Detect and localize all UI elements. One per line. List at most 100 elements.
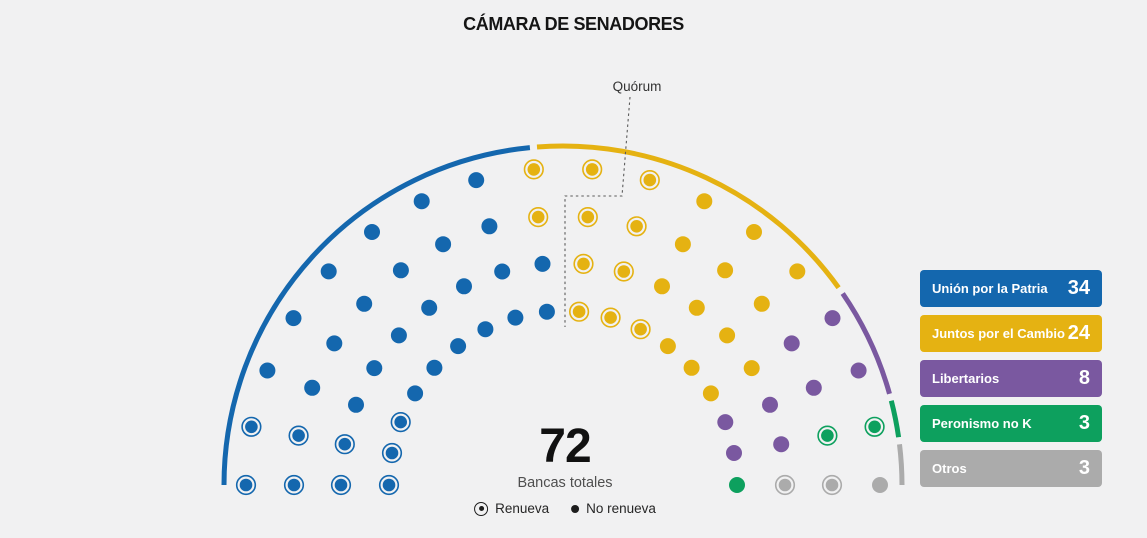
seat-dot-renueva [527,163,541,176]
party-legend-item-union-por-la-patria: Unión por la Patria 34 [920,270,1102,307]
party-legend-item-libertarios: Libertarios 8 [920,360,1102,397]
seat-dot [824,310,841,327]
seat-dot [696,193,713,210]
seat-dot-renueva [577,257,590,271]
seat-dot-renueva [572,305,586,319]
seat-dot-renueva [245,420,258,434]
seat-dot [534,255,551,272]
seat-dot [753,295,770,312]
seat-dot-renueva [643,173,657,187]
seat-dot [494,263,511,280]
total-seats-label: Bancas totales [517,475,613,491]
seat-ring [378,474,400,496]
seat-dot [304,379,321,396]
seat-dot [450,338,467,355]
seat-dot-renueva [338,437,352,451]
seat-dot [719,327,736,344]
seat-dot [683,359,700,376]
ringed-dot-center [478,506,484,511]
party-seat-count: 3 [1078,412,1090,434]
seat-ring [523,159,544,180]
seat-dot [390,327,407,344]
seat-dot [746,224,762,240]
seat-dot [421,299,438,316]
total-seats-value: 72 [539,420,591,473]
seat-dot [872,477,888,493]
seat-dot [789,263,806,280]
seat-dot-renueva [581,210,595,224]
party-arc [840,292,892,395]
renewal-legend: Renueva No renueva [474,501,656,516]
seat-ring [390,412,411,433]
seat-dot [364,224,380,240]
seat-ring [817,425,838,446]
seat-dot [285,310,302,327]
quorum-line [564,96,631,327]
seat-dot [850,362,867,379]
seat-dot [659,338,676,355]
seat-dot-renueva [531,210,545,224]
seat-dot-renueva [334,478,348,492]
seat-dot [259,362,276,379]
seat-ring [568,301,590,322]
seat-dot [435,236,452,253]
seat-dot [726,445,742,461]
party-legend-item-peronismo-no-k: Peronismo no K 3 [920,405,1102,442]
seat-dot [392,262,409,279]
seat-dot [783,335,800,352]
quorum-label: Quórum [612,79,662,94]
ringed-dot-icon [474,501,489,516]
party-arcs [221,143,905,486]
seat-dot [773,436,790,453]
seat-ring [330,474,352,496]
page-title: CÁMARA DE SENADORES [463,14,684,34]
seat-dot [356,295,373,312]
seat-dot [366,360,383,377]
seat-dot [326,335,343,352]
seat-dot-renueva [617,265,631,278]
seat-ring [600,307,621,328]
seat-dot [717,414,734,431]
seat-ring [774,474,796,496]
seat-ring [630,319,651,340]
seat-dot [320,263,337,280]
party-seat-count: 3 [1078,457,1090,479]
seat-dot [729,477,745,493]
party-arc [888,400,902,438]
seat-ring [235,474,257,496]
seat-dot [426,359,443,376]
party-seat-count: 34 [1067,277,1090,299]
seat-ring [334,434,355,455]
seat-ring [864,416,885,437]
seat-dot [348,396,364,413]
party-name: Otros [932,461,967,476]
seat-dot-renueva [382,478,396,492]
party-seat-count: 8 [1078,367,1090,389]
totals-block: 72 Bancas totales [517,420,613,492]
seat-dot [762,396,778,413]
party-arc [536,143,841,290]
party-name: Unión por la Patria [932,281,1048,296]
seat-dot [477,321,494,338]
seat-ring [577,207,598,228]
seat-ring [241,416,262,437]
seat-ring [821,474,843,496]
party-seat-count: 24 [1067,322,1090,344]
seat-ring [381,442,403,464]
party-arc [221,145,531,486]
seat-dot [674,236,691,253]
seat-dot-renueva [604,311,617,324]
party-name: Libertarios [932,371,1000,386]
seat-dot [507,309,524,326]
seat-dot [805,379,822,396]
seat-ring [528,207,549,228]
party-name: Juntos por el Cambio [932,326,1065,341]
seat-dot [538,303,555,320]
seat-dot [654,278,670,295]
seat-ring [288,425,309,446]
no-renueva-label: No renueva [586,501,656,516]
seat-dot [688,299,705,316]
seat-dot [407,385,424,402]
seat-dot [702,385,719,402]
